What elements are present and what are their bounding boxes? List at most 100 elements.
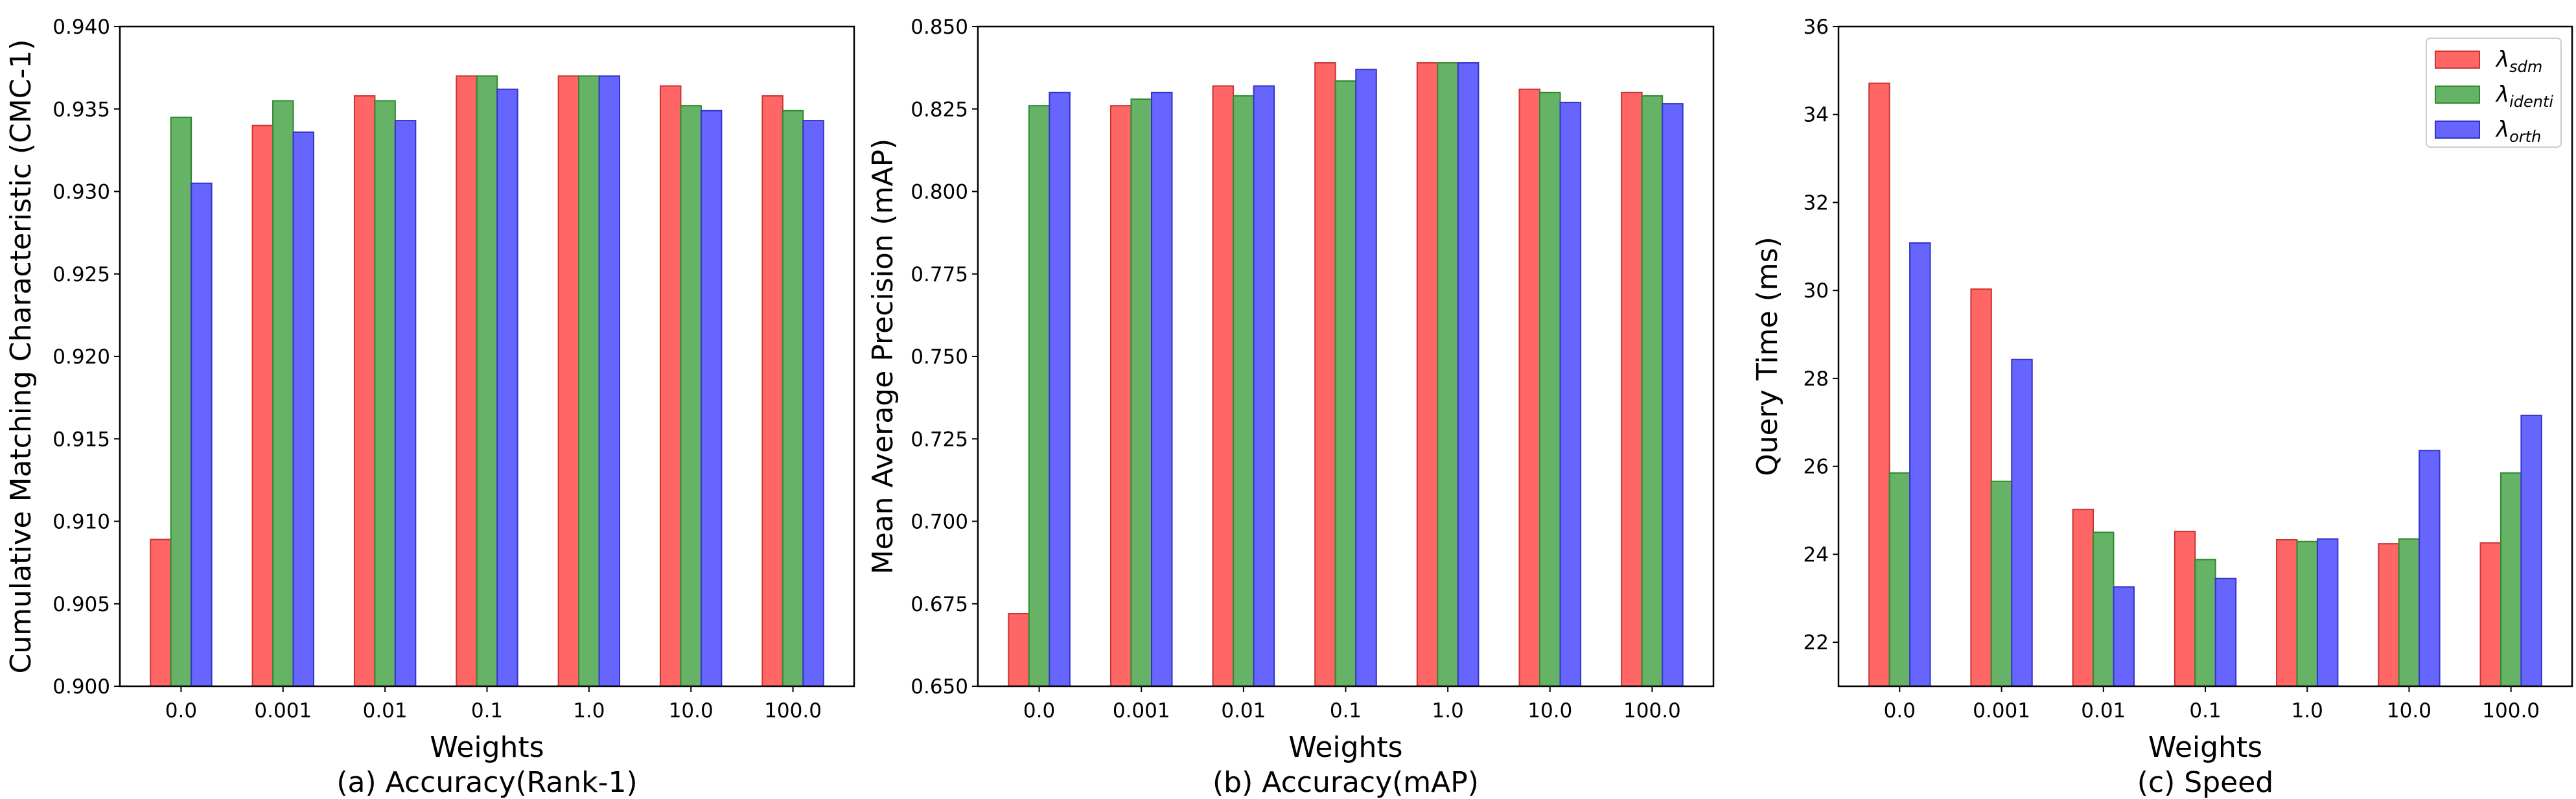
bar-sdm-1.0 — [2276, 539, 2298, 688]
legend-swatch-identi — [2435, 86, 2480, 104]
bar-orth-10.0 — [700, 110, 723, 688]
x-tick-label: 0.0 — [165, 699, 197, 723]
bar-sdm-1.0 — [557, 75, 580, 688]
bar-sdm-10.0 — [1518, 88, 1541, 687]
x-tick-label: 0.1 — [1330, 699, 1362, 723]
series-sdm — [150, 75, 783, 688]
legend-label-sdm: λsdm — [2495, 47, 2542, 76]
bar-identi-100.0 — [782, 110, 804, 688]
x-tick-label: 0.0 — [1884, 699, 1916, 723]
bar-orth-0.1 — [1355, 69, 1377, 688]
bar-sdm-0.001 — [251, 124, 274, 687]
x-tick-label: 0.001 — [254, 699, 312, 723]
x-tick-label: 0.0 — [1023, 699, 1055, 723]
x-tick-label: 1.0 — [573, 699, 605, 723]
bar-sdm-0.001 — [1970, 288, 1992, 687]
bar-identi-0.001 — [1990, 480, 2013, 687]
y-tick-label: 0.800 — [911, 181, 968, 204]
bar-orth-0.001 — [2011, 358, 2033, 687]
bar-identi-10.0 — [1539, 91, 1561, 688]
bar-identi-0.01 — [374, 100, 396, 687]
y-axis-label: Cumulative Matching Characteristic (CMC-… — [5, 39, 38, 673]
bar-identi-10.0 — [680, 105, 702, 688]
bar-orth-0.01 — [2113, 586, 2135, 687]
bar-sdm-10.0 — [660, 85, 682, 687]
bar-sdm-0.1 — [2174, 531, 2196, 687]
y-tick-label: 26 — [1804, 456, 1829, 479]
bar-orth-10.0 — [2419, 450, 2441, 687]
bar-identi-10.0 — [2398, 538, 2420, 687]
bar-orth-100.0 — [802, 120, 824, 687]
y-tick-label: 0.915 — [52, 428, 110, 451]
bar-sdm-0.0 — [1868, 82, 1890, 688]
bar-sdm-0.1 — [1314, 62, 1336, 688]
y-tick-label: 24 — [1804, 543, 1829, 566]
bar-identi-0.001 — [272, 100, 294, 687]
bar-identi-0.0 — [170, 116, 192, 688]
x-axis-label: Weights — [2148, 731, 2262, 764]
bar-orth-1.0 — [598, 75, 621, 688]
bar-orth-0.001 — [292, 131, 314, 687]
x-tick-label: 100.0 — [2482, 699, 2540, 723]
bar-orth-0.0 — [1049, 91, 1071, 688]
y-tick-label: 32 — [1804, 191, 1829, 214]
y-tick-label: 0.905 — [52, 593, 110, 616]
y-tick-label: 0.775 — [911, 263, 968, 286]
bar-sdm-100.0 — [2479, 542, 2501, 687]
x-tick-label: 100.0 — [1623, 699, 1681, 723]
series-identi — [1028, 62, 1664, 688]
bar-sdm-0.01 — [1212, 85, 1235, 687]
bar-identi-1.0 — [2296, 540, 2318, 688]
bar-orth-0.01 — [394, 120, 417, 687]
bar-sdm-100.0 — [761, 95, 783, 687]
bar-identi-0.1 — [2194, 559, 2216, 687]
bar-identi-1.0 — [578, 75, 600, 688]
y-tick-label: 0.725 — [911, 428, 968, 451]
bar-orth-100.0 — [2520, 414, 2542, 687]
y-tick-label: 28 — [1804, 367, 1829, 391]
y-tick-label: 0.940 — [52, 16, 110, 39]
x-tick-label: 0.01 — [363, 699, 408, 723]
x-tick-label: 100.0 — [764, 699, 822, 723]
bar-orth-10.0 — [1559, 102, 1582, 687]
x-tick-label: 0.001 — [1973, 699, 2030, 723]
legend-symbol: λ — [2495, 117, 2509, 143]
legend-symbol: λ — [2495, 47, 2509, 73]
legend-label-identi: λidenti — [2495, 82, 2553, 111]
x-tick-label: 0.1 — [2189, 699, 2221, 723]
legend-subscript: orth — [2509, 128, 2541, 146]
legend-label-orth: λorth — [2495, 117, 2541, 146]
bar-sdm-0.1 — [456, 75, 478, 688]
panel-caption: (a) Accuracy(Rank-1) — [336, 766, 637, 799]
y-tick-label: 0.675 — [911, 593, 968, 616]
legend-swatch-sdm — [2435, 51, 2480, 69]
legend-symbol: λ — [2495, 82, 2509, 108]
y-tick-label: 0.750 — [911, 345, 968, 369]
panel-caption: (b) Accuracy(mAP) — [1213, 766, 1479, 799]
chart-panel-1: 0.900 0.905 0.910 0.915 0.920 0.925 0.930 0.935… — [5, 16, 855, 799]
bar-identi-0.001 — [1130, 98, 1152, 688]
legend-swatch-orth — [2435, 121, 2480, 139]
bar-identi-100.0 — [1641, 95, 1664, 687]
bar-sdm-10.0 — [2378, 543, 2400, 687]
bar-sdm-0.0 — [150, 538, 172, 687]
series-orth — [1049, 62, 1684, 688]
bar-identi-0.0 — [1028, 105, 1050, 688]
y-tick-label: 0.930 — [52, 181, 110, 204]
x-axis-label: Weights — [1288, 731, 1402, 764]
bar-sdm-0.001 — [1109, 105, 1132, 688]
bar-identi-0.1 — [1334, 80, 1357, 688]
series-orth — [191, 75, 824, 688]
x-tick-label: 10.0 — [1527, 699, 1572, 723]
y-tick-label: 0.825 — [911, 98, 968, 121]
bar-orth-0.01 — [1253, 85, 1275, 687]
x-tick-label: 10.0 — [669, 699, 714, 723]
bar-sdm-1.0 — [1416, 62, 1439, 688]
bar-orth-0.1 — [2214, 577, 2237, 688]
bar-orth-100.0 — [1662, 103, 1684, 687]
y-tick-label: 0.650 — [911, 675, 968, 699]
panel-caption: (c) Speed — [2137, 766, 2273, 799]
y-tick-label: 36 — [1804, 16, 1829, 39]
